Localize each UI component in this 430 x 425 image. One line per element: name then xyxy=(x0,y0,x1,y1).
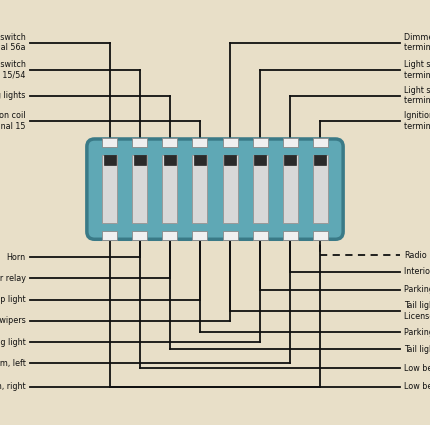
Text: Horn: Horn xyxy=(7,252,26,262)
Bar xyxy=(283,155,298,223)
Text: Ignition/starter switch
terminal 15/54: Ignition/starter switch terminal 15/54 xyxy=(0,60,26,80)
Text: Interior light: Interior light xyxy=(404,267,430,277)
Text: High beam warning light: High beam warning light xyxy=(0,337,26,347)
Text: Tail light, right
License plate light: Tail light, right License plate light xyxy=(404,301,430,321)
Text: Flasher relay: Flasher relay xyxy=(0,274,26,283)
Bar xyxy=(132,138,147,147)
Text: Radio: Radio xyxy=(404,250,427,260)
Bar xyxy=(164,155,176,165)
Bar xyxy=(223,231,238,240)
Text: Low beam, left: Low beam, left xyxy=(404,382,430,391)
Bar xyxy=(253,231,267,240)
Bar xyxy=(313,138,328,147)
Bar xyxy=(284,155,296,165)
Bar xyxy=(224,155,236,165)
Bar xyxy=(223,138,238,147)
Bar xyxy=(223,155,238,223)
Bar xyxy=(313,231,328,240)
Bar xyxy=(254,155,266,165)
Text: Parking light, right: Parking light, right xyxy=(404,285,430,295)
Bar xyxy=(102,155,117,223)
Bar xyxy=(193,155,208,223)
Bar xyxy=(132,231,147,240)
Bar xyxy=(162,231,177,240)
Text: Low beam, right: Low beam, right xyxy=(404,364,430,373)
Text: High beam, left: High beam, left xyxy=(0,359,26,368)
Bar xyxy=(132,155,147,223)
FancyBboxPatch shape xyxy=(87,139,343,239)
Text: Dimmer switch
terminal 56 b: Dimmer switch terminal 56 b xyxy=(404,33,430,52)
Bar xyxy=(283,231,298,240)
Bar xyxy=(162,155,177,223)
Bar xyxy=(134,155,146,165)
Text: Tail light, left: Tail light, left xyxy=(404,345,430,354)
Bar xyxy=(193,231,208,240)
Bar xyxy=(162,138,177,147)
Bar xyxy=(104,155,116,165)
Text: Light switch
terminal 58: Light switch terminal 58 xyxy=(404,60,430,80)
Text: Parking light, left: Parking light, left xyxy=(404,328,430,337)
Text: Ignition/starter switch
terminal 30: Ignition/starter switch terminal 30 xyxy=(404,111,430,131)
Bar xyxy=(253,138,267,147)
Bar xyxy=(314,155,326,165)
Text: Stop light: Stop light xyxy=(0,295,26,304)
Bar xyxy=(313,155,328,223)
Bar xyxy=(193,138,208,147)
Bar xyxy=(194,155,206,165)
Bar xyxy=(253,155,267,223)
Text: Dimmer switch
terminal 56a: Dimmer switch terminal 56a xyxy=(0,33,26,52)
Text: Warning lights: Warning lights xyxy=(0,91,26,100)
Bar xyxy=(102,231,117,240)
Text: Light switch
terminal 30: Light switch terminal 30 xyxy=(404,86,430,105)
Text: High beam, right: High beam, right xyxy=(0,382,26,391)
Text: Windshield wipers: Windshield wipers xyxy=(0,316,26,326)
Bar xyxy=(102,138,117,147)
Bar xyxy=(283,138,298,147)
Text: Ignition coil
terminal 15: Ignition coil terminal 15 xyxy=(0,111,26,131)
